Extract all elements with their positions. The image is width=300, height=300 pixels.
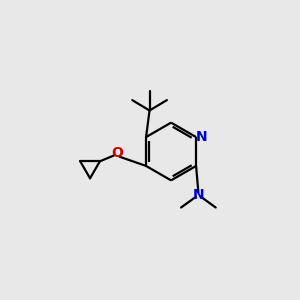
Text: N: N bbox=[196, 130, 208, 144]
Text: N: N bbox=[193, 188, 204, 202]
Text: O: O bbox=[111, 146, 123, 160]
